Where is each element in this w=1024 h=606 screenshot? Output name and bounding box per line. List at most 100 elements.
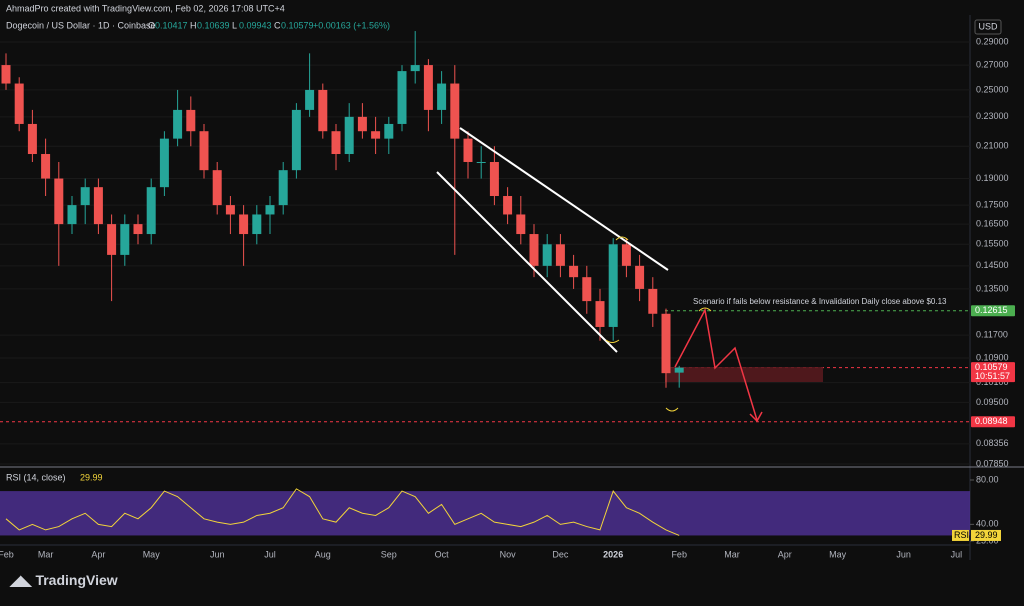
legend-key: C bbox=[274, 20, 281, 30]
y-tick-label: 0.08356 bbox=[976, 438, 1009, 448]
resistance-zone bbox=[665, 367, 823, 382]
price-label-box bbox=[971, 416, 1015, 428]
arrow-head bbox=[749, 411, 763, 423]
swing-mark bbox=[665, 407, 679, 412]
candle-body bbox=[199, 131, 209, 171]
legend-key: L bbox=[232, 20, 237, 30]
candle-body bbox=[41, 154, 51, 179]
y-tick-label: 0.15500 bbox=[976, 239, 1009, 249]
legend-value: 0.10639 bbox=[197, 20, 230, 30]
rsi-last: 29.99 bbox=[80, 472, 103, 482]
swing-mark bbox=[615, 236, 629, 241]
swing-mark bbox=[698, 307, 712, 312]
rsi-title: RSI (14, close) bbox=[6, 472, 66, 482]
legend-key: O bbox=[148, 20, 155, 30]
brand: ◢◣ TradingView bbox=[9, 572, 118, 588]
scenario-path bbox=[674, 307, 758, 421]
rsi-last-box bbox=[971, 529, 1001, 541]
candle-body bbox=[212, 170, 222, 206]
legend-value: 0.10417 bbox=[155, 20, 188, 30]
x-tick-label: Apr bbox=[91, 549, 105, 559]
channel-lower bbox=[436, 171, 618, 353]
candle-body bbox=[265, 205, 275, 215]
candle-body bbox=[173, 109, 183, 139]
candle-body bbox=[384, 123, 394, 139]
y-tick-label: 0.25000 bbox=[976, 84, 1009, 94]
y-tick-label: 0.10900 bbox=[976, 352, 1009, 362]
y-tick-label: 0.11700 bbox=[976, 330, 1008, 340]
candle-body bbox=[14, 83, 24, 124]
candle-body bbox=[371, 131, 381, 139]
legend-value: 0.10579 bbox=[281, 20, 314, 30]
candle-body bbox=[107, 224, 117, 255]
x-tick-label: Aug bbox=[315, 549, 331, 559]
rsi-line bbox=[5, 488, 680, 536]
legend-change: +0.00163 (+1.56%) bbox=[313, 20, 390, 30]
rsi-tick-label: 80.00 bbox=[976, 474, 999, 484]
candle-body bbox=[291, 109, 301, 171]
x-tick-label: Mar bbox=[724, 549, 740, 559]
candle-body bbox=[621, 244, 631, 266]
rsi-tick-label: 40.00 bbox=[976, 519, 999, 529]
candle-body bbox=[225, 205, 235, 215]
currency: USD bbox=[978, 21, 998, 31]
candle-body bbox=[635, 265, 645, 289]
rsi-tag-box bbox=[952, 529, 969, 541]
x-tick-label: Jul bbox=[951, 549, 963, 559]
x-tick-label: Jul bbox=[264, 549, 276, 559]
candle-body bbox=[489, 161, 499, 197]
symbol: Dogecoin / US Dollar · 1D · Coinbase bbox=[6, 20, 156, 30]
swing-mark bbox=[605, 339, 620, 343]
y-tick-label: 0.09500 bbox=[976, 397, 1009, 407]
brand-name: TradingView bbox=[35, 572, 117, 588]
x-tick-label: Jun bbox=[210, 549, 225, 559]
price-label-box bbox=[971, 362, 1015, 383]
candle-body bbox=[437, 83, 447, 110]
x-tick-label: May bbox=[143, 549, 161, 559]
y-tick-label: 0.23000 bbox=[976, 111, 1009, 121]
candle-body bbox=[146, 187, 156, 235]
candle-body bbox=[608, 244, 618, 327]
candle-body bbox=[318, 89, 328, 132]
candle-body bbox=[595, 301, 605, 327]
candle-body bbox=[186, 109, 196, 132]
candle-body bbox=[159, 138, 169, 188]
candle-body bbox=[27, 123, 37, 155]
candle-body bbox=[80, 187, 90, 206]
candle-body bbox=[278, 170, 288, 206]
candle-body bbox=[357, 116, 367, 132]
candle-body bbox=[516, 214, 526, 235]
candle-body bbox=[239, 214, 249, 235]
candle-body bbox=[674, 367, 684, 373]
x-tick-label: Apr bbox=[778, 549, 792, 559]
price-label-box bbox=[971, 305, 1015, 317]
candle-body bbox=[1, 65, 11, 84]
candle-body bbox=[423, 65, 433, 110]
x-tick-label: Oct bbox=[435, 549, 450, 559]
rsi-band bbox=[0, 491, 970, 536]
credit: AhmadPro created with TradingView.com, F… bbox=[6, 3, 285, 13]
candle-body bbox=[120, 224, 130, 255]
logo: ◢◣ bbox=[9, 572, 35, 588]
candle-body bbox=[661, 313, 671, 374]
candle-body bbox=[305, 89, 315, 110]
y-tick-label: 0.16500 bbox=[976, 218, 1009, 228]
candle-body bbox=[582, 277, 592, 302]
legend-value: 0.09943 bbox=[239, 20, 272, 30]
candle-body bbox=[397, 71, 407, 124]
countdown: 10:51:57 bbox=[975, 371, 1010, 381]
rsi-last-label: 29.99 bbox=[975, 530, 998, 540]
x-tick-label: Jun bbox=[896, 549, 911, 559]
candle-body bbox=[252, 214, 262, 235]
candle-body bbox=[648, 288, 658, 314]
candle-body bbox=[410, 65, 420, 72]
candle-body bbox=[54, 178, 64, 225]
y-tick-label: 0.21000 bbox=[976, 141, 1009, 151]
candle-body bbox=[542, 244, 552, 266]
x-tick-label: Feb bbox=[0, 549, 14, 559]
candle-body bbox=[67, 205, 77, 225]
y-tick-label: 0.14500 bbox=[976, 260, 1009, 270]
annotation: Scenario if fails below resistance & Inv… bbox=[693, 297, 947, 306]
x-tick-label: Dec bbox=[552, 549, 569, 559]
